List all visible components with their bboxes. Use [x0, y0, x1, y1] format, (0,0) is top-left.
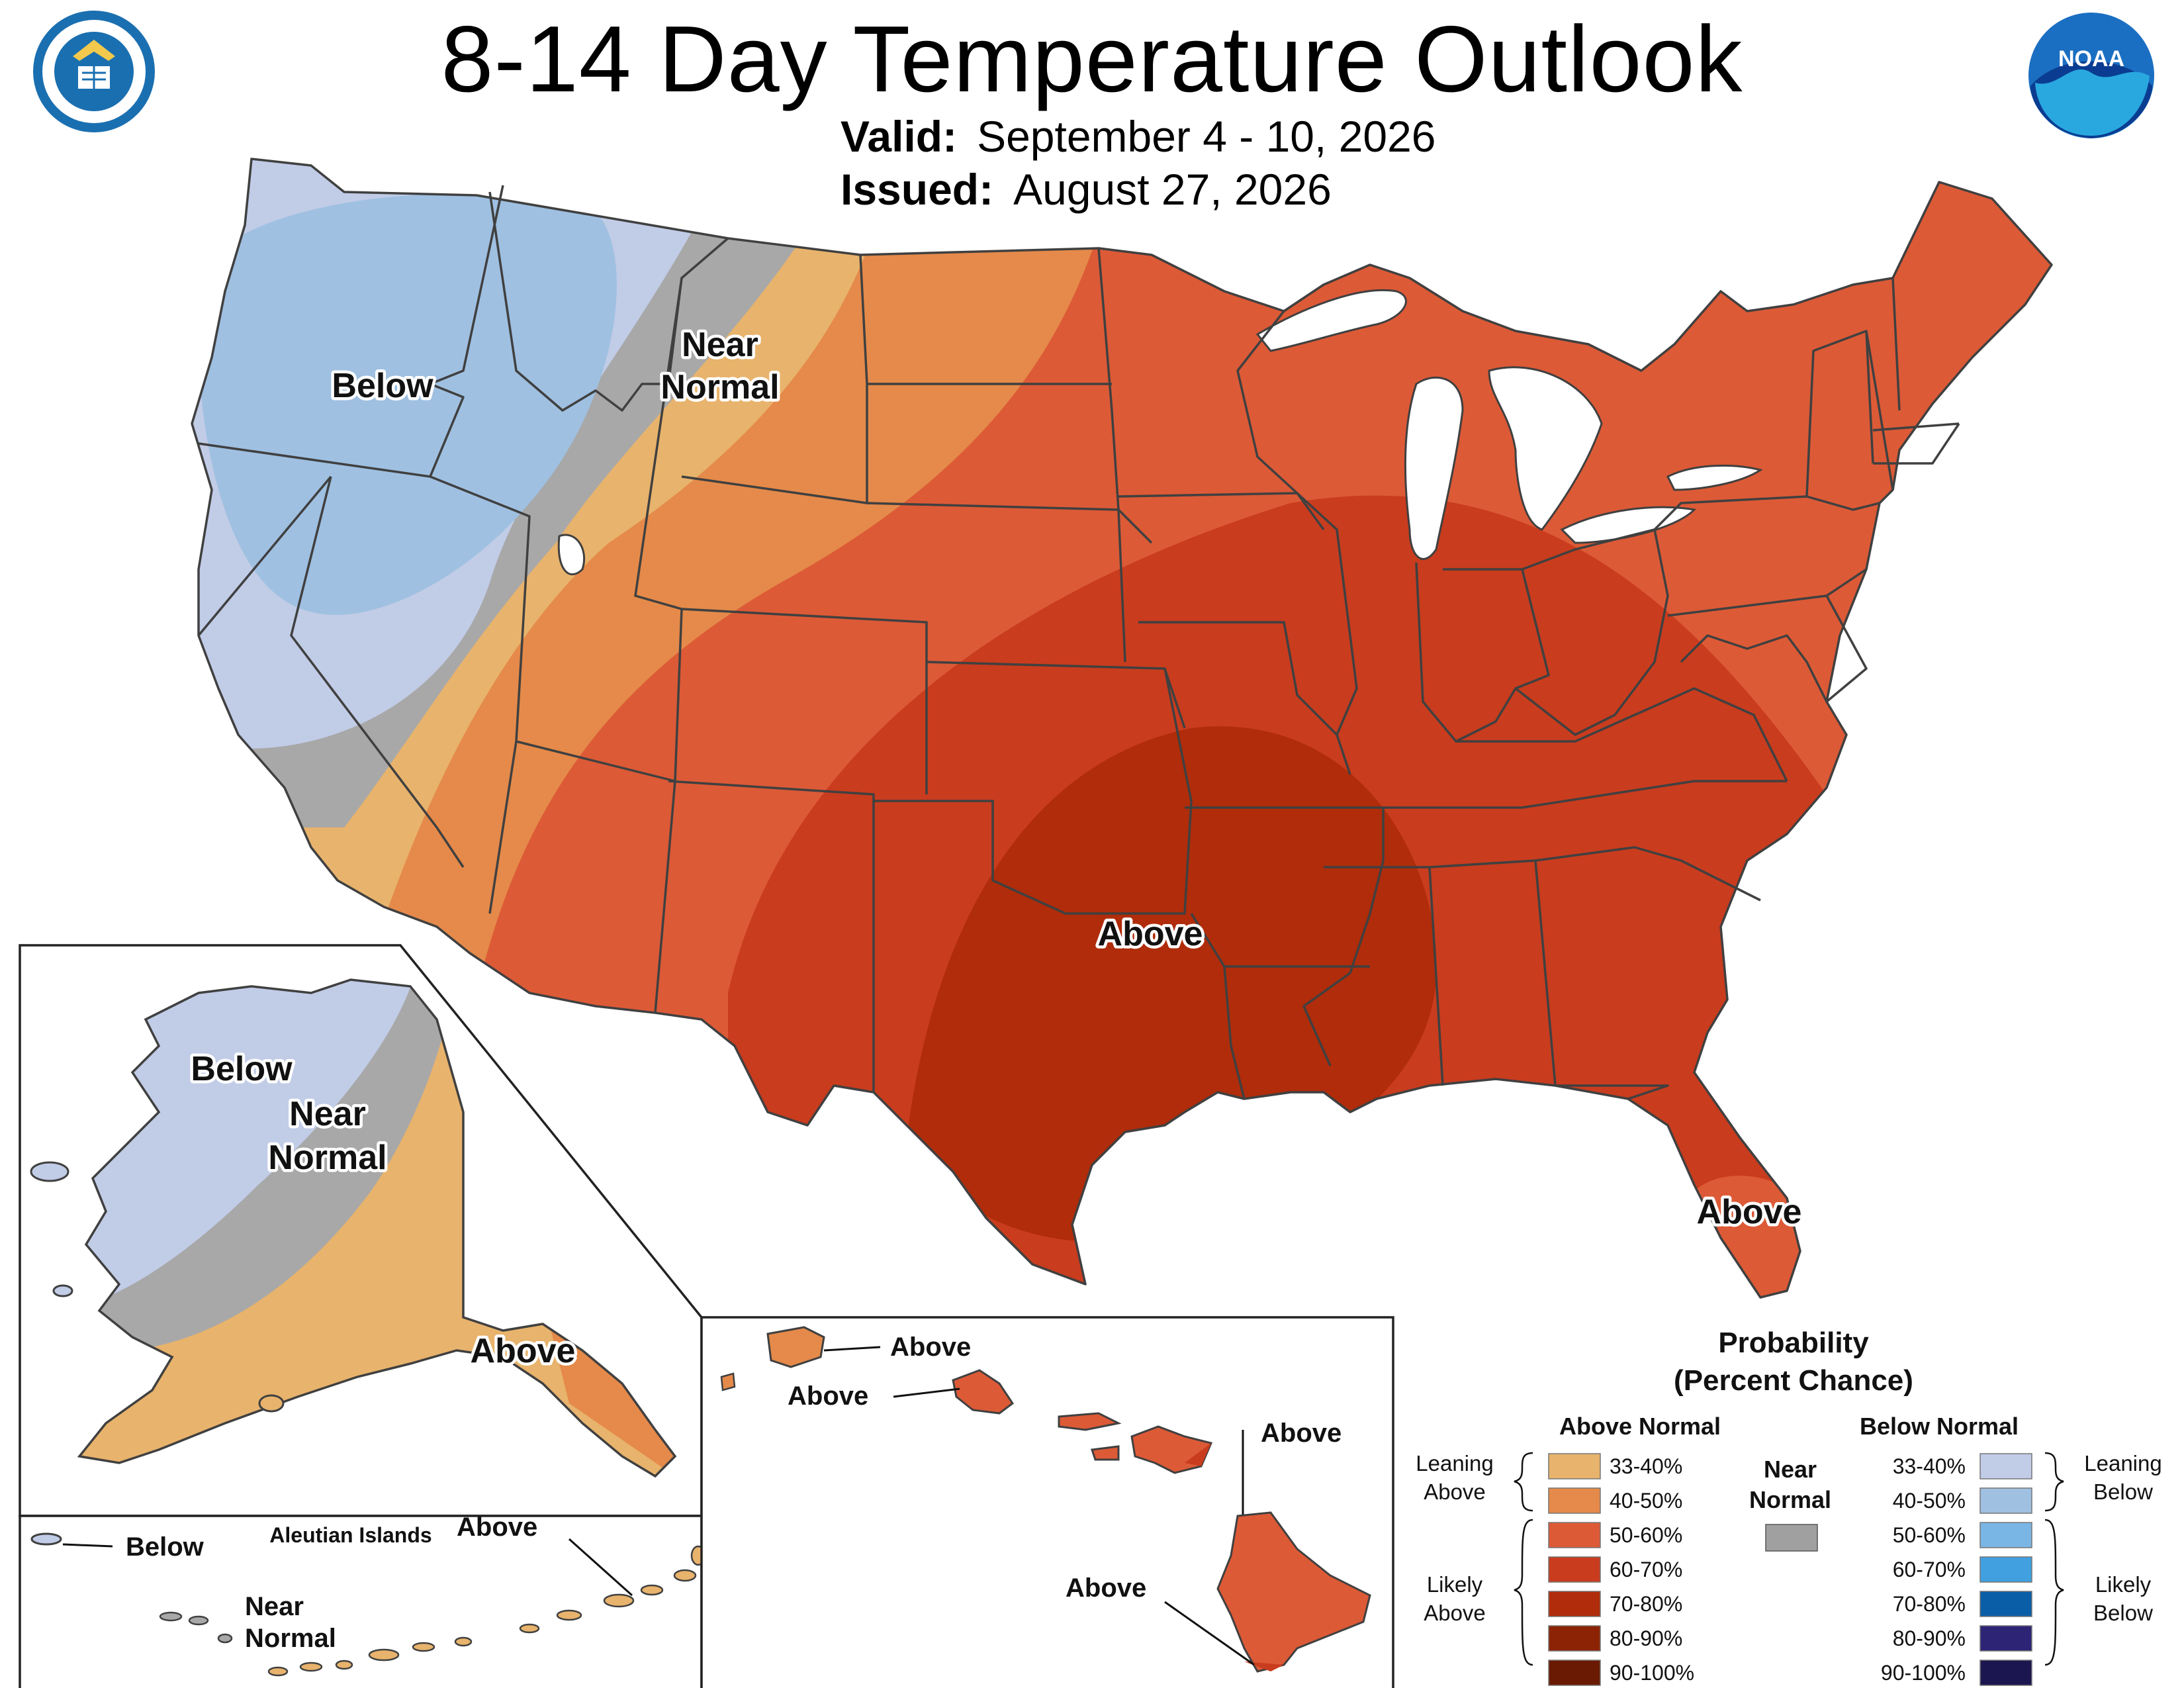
legend-below-normal-header: Below Normal	[1860, 1413, 2019, 1440]
conus-near-normal-label-line1: Near	[682, 326, 758, 364]
valid-value: September 4 - 10, 2026	[977, 112, 1436, 161]
conus-below-label: Below	[332, 367, 433, 405]
legend: Probability (Percent Chance) Above Norma…	[1416, 1327, 2162, 1686]
legend-above-label-6: 90-100%	[1610, 1661, 1694, 1685]
legend-below-label-4: 70-80%	[1893, 1592, 1966, 1616]
legend-near-normal-swatch	[1765, 1524, 1818, 1552]
legend-below-swatch-6	[1979, 1660, 2032, 1686]
legend-below-swatch-2	[1979, 1522, 2032, 1548]
issued-value: August 27, 2026	[1013, 165, 1332, 214]
conus-above-label: Above	[1098, 915, 1203, 953]
aleutian-near-normal-label-line2: Normal	[245, 1624, 336, 1653]
legend-near-normal-line2: Normal	[1749, 1486, 1831, 1513]
valid-date-line: Valid: September 4 - 10, 2026	[841, 111, 1436, 162]
aleutian-near-normal-label-line1: Near	[245, 1592, 304, 1621]
legend-above-swatch-4	[1548, 1591, 1601, 1617]
alaska-above-label: Above	[471, 1332, 576, 1370]
legend-likely-above-line1: Likely	[1427, 1572, 1483, 1597]
legend-below-swatch-4	[1979, 1591, 2032, 1617]
map-title: 8-14 Day Temperature Outlook	[441, 7, 1743, 112]
alaska-near-normal-label-line2: Normal	[268, 1139, 387, 1177]
department-of-commerce-seal-icon	[33, 11, 155, 132]
legend-below-label-2: 50-60%	[1893, 1523, 1966, 1547]
hawaii-maui-above-label: Above	[1261, 1419, 1342, 1448]
legend-below-swatch-0	[1979, 1453, 2032, 1479]
valid-label: Valid:	[841, 112, 958, 161]
conus-state-boundaries	[191, 158, 2053, 1299]
noaa-logo-text: NOAA	[2058, 46, 2124, 71]
legend-leaning-above-line1: Leaning	[1416, 1451, 1493, 1476]
hawaii-big-island-above-label: Above	[1066, 1573, 1146, 1603]
legend-above-swatch-3	[1548, 1556, 1601, 1583]
legend-above-label-1: 40-50%	[1610, 1489, 1682, 1513]
issued-date-line: Issued: August 27, 2026	[841, 164, 1332, 214]
legend-above-swatch-6	[1548, 1660, 1601, 1686]
legend-likely-above-line2: Above	[1424, 1601, 1486, 1625]
legend-below-swatch-1	[1979, 1487, 2032, 1514]
conus-near-normal-label-line2: Normal	[660, 368, 779, 406]
legend-above-swatch-0	[1548, 1453, 1601, 1479]
alaska-inset: Below Near Normal Above	[19, 944, 703, 1517]
legend-below-swatches: 33-40% 40-50% 50-60% 60-70% 70-80% 80-90% 90-1…	[1881, 1453, 2032, 1686]
legend-above-normal-header: Above Normal	[1559, 1413, 1721, 1440]
legend-above-label-0: 33-40%	[1610, 1454, 1682, 1478]
legend-below-label-3: 60-70%	[1893, 1558, 1966, 1581]
legend-below-swatch-5	[1979, 1625, 2032, 1652]
legend-leaning-below-line1: Leaning	[2084, 1451, 2161, 1476]
legend-above-swatch-5	[1548, 1625, 1601, 1652]
legend-leaning-below-line2: Below	[2093, 1479, 2153, 1504]
noaa-logo-icon: NOAA	[2028, 13, 2154, 138]
aleutian-above-label: Above	[457, 1513, 537, 1542]
hawaii-kauai-above-label: Above	[890, 1333, 971, 1362]
hawaii-inset: Above Above Above Above	[700, 1316, 1394, 1688]
legend-leaning-above-line2: Above	[1424, 1479, 1486, 1504]
legend-below-label-0: 33-40%	[1893, 1454, 1966, 1478]
legend-below-label-6: 90-100%	[1881, 1661, 1966, 1685]
florida-above-label: Above	[1697, 1193, 1802, 1231]
legend-above-label-5: 80-90%	[1610, 1626, 1682, 1650]
legend-above-label-3: 60-70%	[1610, 1558, 1682, 1581]
legend-above-label-4: 70-80%	[1610, 1592, 1682, 1616]
legend-below-label-5: 80-90%	[1893, 1626, 1966, 1650]
great-lakes	[557, 289, 1763, 576]
hawaii-oahu-above-label: Above	[788, 1382, 868, 1411]
aleutian-inset: Aleutian Islands Below Near Normal Above	[19, 1513, 706, 1688]
legend-above-swatch-2	[1548, 1522, 1601, 1548]
legend-likely-below-line2: Below	[2093, 1601, 2153, 1625]
aleutian-below-label: Below	[126, 1532, 205, 1562]
legend-near-normal-line1: Near	[1764, 1456, 1817, 1483]
legend-title-line1: Probability	[1718, 1327, 1869, 1359]
alaska-below-label: Below	[191, 1050, 293, 1088]
legend-above-label-2: 50-60%	[1610, 1523, 1682, 1547]
legend-above-swatches: 33-40% 40-50% 50-60% 60-70% 70-80% 80-90% 90-1…	[1548, 1453, 1694, 1686]
legend-below-swatch-3	[1979, 1556, 2032, 1583]
issued-label: Issued:	[841, 165, 994, 214]
legend-above-swatch-1	[1548, 1487, 1601, 1514]
legend-title-line2: (Percent Chance)	[1674, 1364, 1913, 1397]
legend-likely-below-line1: Likely	[2095, 1572, 2152, 1597]
aleutian-islands-title: Aleutian Islands	[269, 1523, 432, 1547]
legend-below-label-1: 40-50%	[1893, 1489, 1966, 1513]
alaska-near-normal-label-line1: Near	[289, 1095, 366, 1133]
